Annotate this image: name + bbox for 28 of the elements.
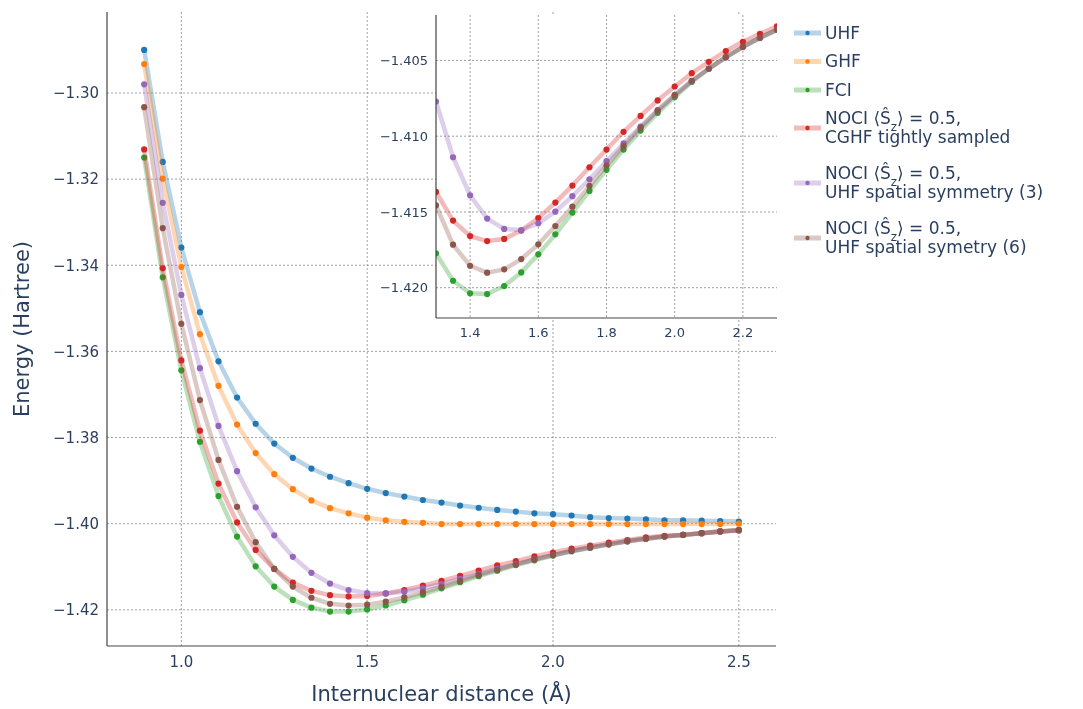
legend-label: NOCI ⟨Ŝ$_{z}$⟩ = 0.5, UHF spatial symetry (6)	[825, 217, 1027, 258]
y-tick-label: −1.405	[379, 53, 428, 68]
y-tick-label: −1.38	[53, 428, 99, 447]
x-tick-label: 2.0	[664, 325, 686, 340]
legend-label: NOCI ⟨Ŝ$_{z}$⟩ = 0.5, CGHF tightly sampled	[825, 107, 1011, 148]
x-tick-label: 1.0	[169, 653, 194, 671]
y-tick-label: −1.415	[379, 204, 428, 220]
x-tick-label: 1.4	[459, 325, 481, 340]
y-tick-label: −1.40	[53, 514, 99, 533]
x-tick-label: 2.0	[541, 653, 565, 671]
y-tick-label: −1.36	[53, 342, 99, 361]
x-tick-label: 1.6	[527, 325, 549, 340]
y-tick-label: −1.42	[53, 601, 99, 620]
x-axis-title: Internuclear distance (Å)	[311, 680, 572, 706]
legend-label: NOCI ⟨Ŝ$_{z}$⟩ = 0.5, UHF spatial symmetry (3)	[825, 162, 1044, 203]
y-tick-label: −1.420	[379, 280, 428, 296]
x-tick-label: 1.5	[355, 653, 380, 671]
legend-label: GHF	[825, 51, 861, 72]
y-tick-label: −1.34	[53, 256, 99, 275]
y-tick-label: −1.30	[53, 84, 99, 103]
y-tick-label: −1.410	[379, 128, 428, 144]
y-axis-title: Energy (Hartree)	[10, 240, 34, 418]
x-tick-label: 2.5	[726, 653, 751, 671]
y-tick-label: −1.32	[53, 170, 99, 189]
legend-label: FCI	[825, 79, 852, 100]
legend-label: UHF	[825, 22, 861, 43]
x-tick-label: 1.8	[596, 325, 617, 340]
x-tick-label: 2.2	[732, 325, 754, 340]
